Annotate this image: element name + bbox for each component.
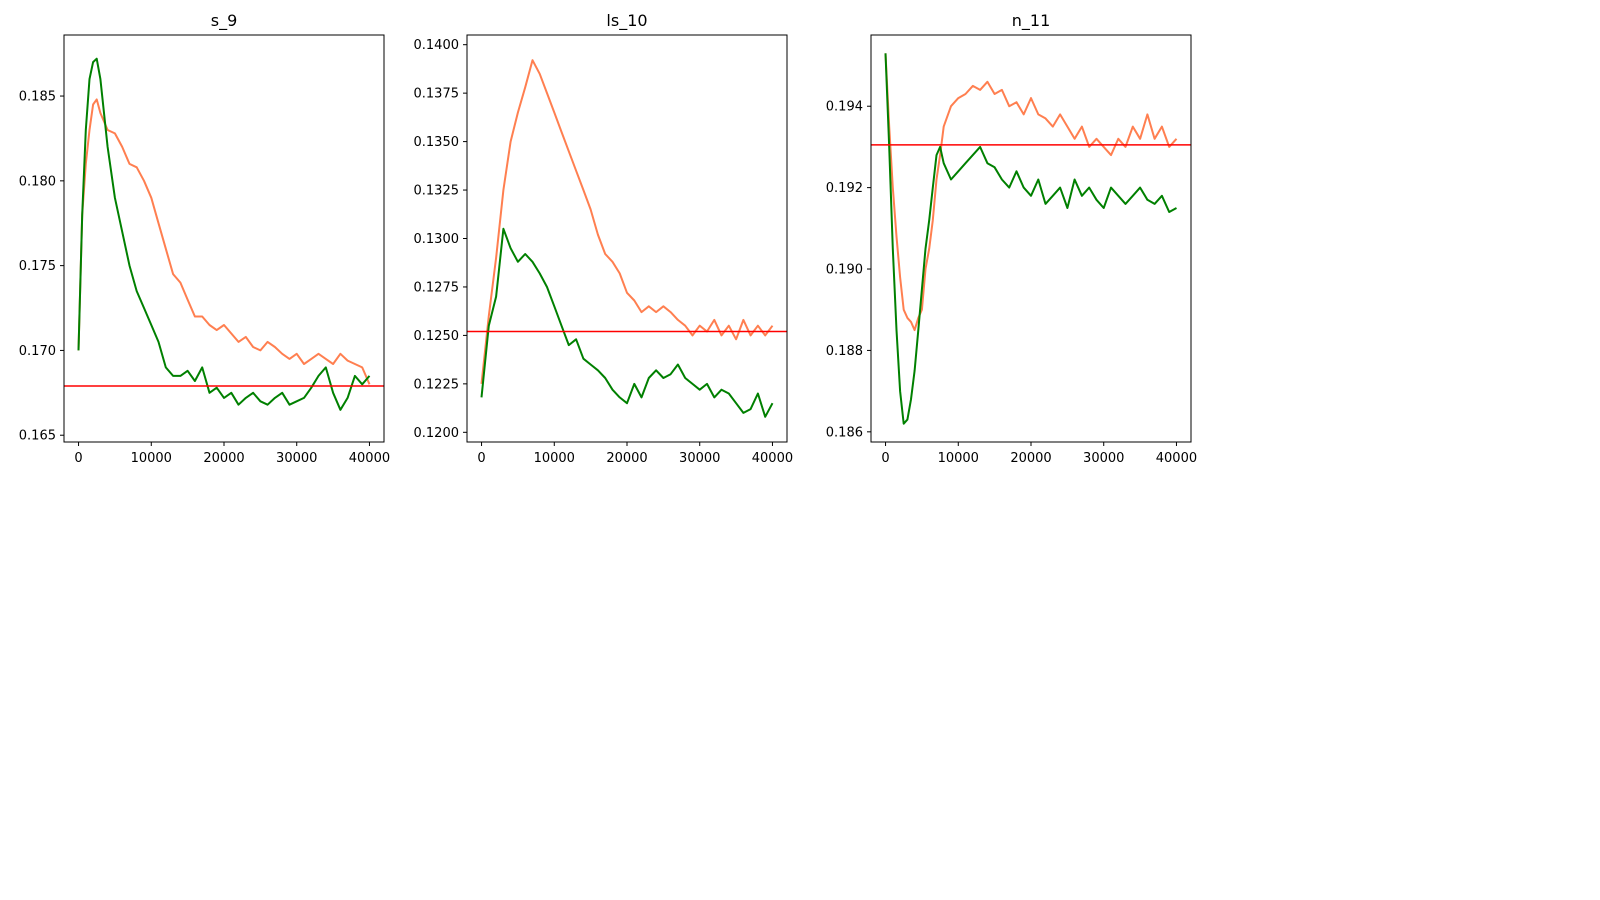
y-tick-label: 0.1275: [414, 280, 460, 295]
x-tick-label: 40000: [349, 451, 390, 466]
y-tick-label: 0.1250: [414, 329, 460, 344]
plot-area: [871, 53, 1191, 425]
x-tick-label: 40000: [1156, 451, 1197, 466]
green-series-line: [77, 57, 371, 411]
y-tick-label: 0.170: [19, 344, 56, 359]
y-tick-label: 0.1200: [414, 426, 460, 441]
y-tick-label: 0.180: [19, 174, 56, 189]
orange-series-line: [77, 98, 371, 385]
y-tick-label: 0.1400: [414, 38, 460, 53]
axes-frame: [466, 34, 788, 443]
green-series-line: [884, 53, 1177, 425]
y-tick-label: 0.1375: [414, 87, 460, 102]
orange-series-line: [480, 59, 774, 385]
x-tick-label: 0: [477, 451, 485, 466]
y-tick-label: 0.188: [826, 344, 863, 359]
subplot-title: n_11: [1012, 11, 1051, 31]
x-tick-label: 20000: [606, 451, 647, 466]
subplot-s_9: s_9 0 10000 20000 30000 40000 0.165 0.170 0.175 0…: [19, 11, 390, 466]
y-tick-label: 0.190: [826, 263, 863, 278]
y-tick-label: 0.1325: [414, 184, 460, 199]
plot-area: [467, 59, 787, 418]
y-tick-label: 0.194: [826, 100, 863, 115]
y-tick-label: 0.192: [826, 181, 863, 196]
y-tick-label: 0.1300: [414, 232, 460, 247]
subplot-n_11: n_11 0 10000 20000 30000 40000 0.186 0.188 0.190…: [826, 11, 1197, 466]
x-tick-label: 20000: [203, 451, 244, 466]
x-tick-label: 40000: [752, 451, 793, 466]
x-tick-label: 20000: [1010, 451, 1051, 466]
x-tick-label: 30000: [1083, 451, 1124, 466]
x-tick-label: 30000: [679, 451, 720, 466]
x-tick-label: 30000: [276, 451, 317, 466]
y-tick-label: 0.175: [19, 259, 56, 274]
axes-frame: [870, 34, 1192, 443]
subplot-title: s_9: [211, 11, 238, 31]
y-tick-label: 0.165: [19, 429, 56, 444]
y-tick-label: 0.1350: [414, 135, 460, 150]
orange-series-line: [884, 53, 1178, 332]
subplot-ls_10: ls_10 0 10000 20000 30000 40000 0.1200 0.1225 0.…: [414, 11, 794, 466]
axes-frame: [63, 34, 385, 443]
y-tick-label: 0.186: [826, 425, 863, 440]
green-series-line: [480, 227, 774, 418]
subplot-title: ls_10: [606, 11, 647, 31]
plot-area: [64, 57, 384, 411]
x-tick-label: 0: [74, 451, 82, 466]
y-tick-label: 0.185: [19, 90, 56, 105]
x-tick-label: 0: [881, 451, 889, 466]
x-tick-label: 10000: [534, 451, 575, 466]
x-tick-label: 10000: [938, 451, 979, 466]
y-tick-label: 0.1225: [414, 377, 460, 392]
x-tick-label: 10000: [131, 451, 172, 466]
